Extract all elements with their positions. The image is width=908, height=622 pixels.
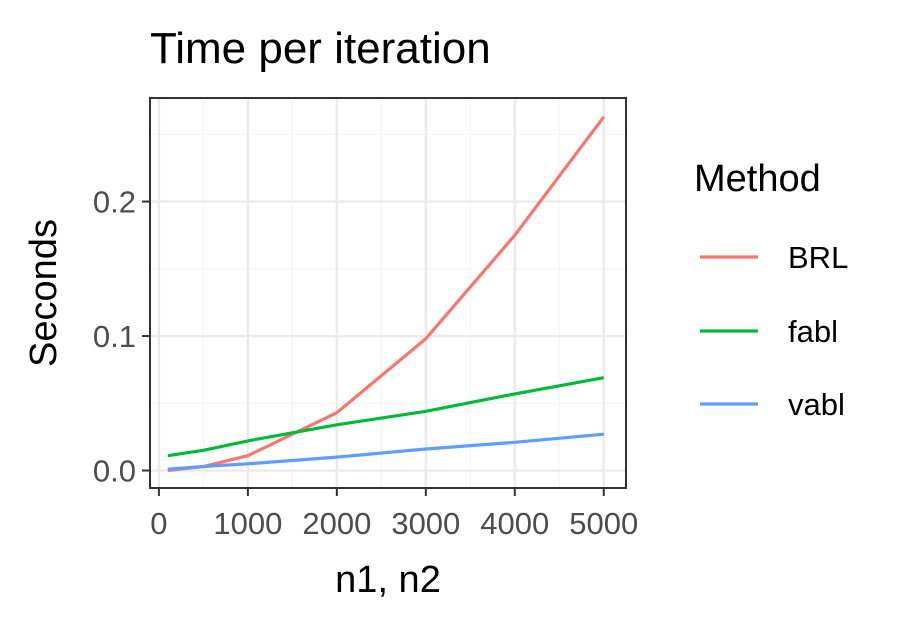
y-tick-label: 0.2 [93,185,136,220]
x-axis-title: n1, n2 [335,559,441,601]
series-lines [167,115,606,473]
series-line-fabl [167,376,605,458]
y-tick-label: 0.0 [93,454,136,489]
x-tick-label: 0 [150,506,167,541]
x-tick-label: 2000 [302,506,371,541]
x-tick-label: 4000 [480,506,549,541]
y-axis-title: Seconds [23,219,65,367]
series-line-vabl [167,432,604,471]
legend-label-vabl: vabl [788,387,845,422]
panel-border [149,97,627,489]
y-tick-label: 0.1 [93,319,136,354]
x-tick-label: 3000 [391,506,460,541]
legend-label-fabl: fabl [788,314,838,349]
y-axis: 0.0 0.1 0.2 [93,185,150,489]
x-axis: 0 1000 2000 3000 4000 5000 [150,488,638,541]
grid [150,98,626,488]
x-tick-label: 1000 [213,506,282,541]
x-tick-label: 5000 [569,506,638,541]
legend-title: Method [694,158,821,200]
legend-label-brl: BRL [788,240,848,275]
legend: Method BRL fabl vabl [694,158,848,422]
chart-title: Time per iteration [150,24,491,73]
